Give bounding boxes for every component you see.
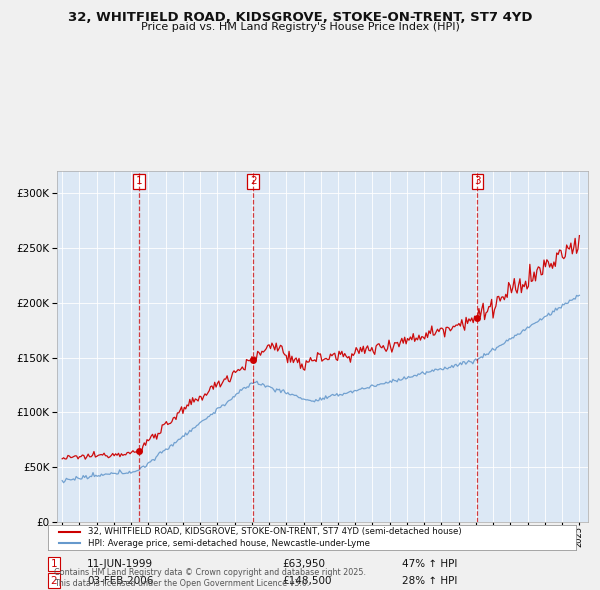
Text: 11-JUN-1999: 11-JUN-1999: [87, 559, 153, 569]
Text: 28% ↑ HPI: 28% ↑ HPI: [402, 576, 457, 585]
Text: 1: 1: [136, 176, 142, 186]
Text: 1: 1: [50, 559, 58, 569]
Text: Price paid vs. HM Land Registry's House Price Index (HPI): Price paid vs. HM Land Registry's House …: [140, 22, 460, 32]
Text: 2: 2: [50, 576, 58, 585]
Text: 32, WHITFIELD ROAD, KIDSGROVE, STOKE-ON-TRENT, ST7 4YD (semi-detached house): 32, WHITFIELD ROAD, KIDSGROVE, STOKE-ON-…: [88, 527, 461, 536]
Text: £148,500: £148,500: [282, 576, 331, 585]
Text: 03-FEB-2006: 03-FEB-2006: [87, 576, 154, 585]
Text: Contains HM Land Registry data © Crown copyright and database right 2025.
This d: Contains HM Land Registry data © Crown c…: [54, 568, 366, 588]
Text: 3: 3: [474, 176, 481, 186]
Text: 2: 2: [250, 176, 257, 186]
Text: £63,950: £63,950: [282, 559, 325, 569]
Text: HPI: Average price, semi-detached house, Newcastle-under-Lyme: HPI: Average price, semi-detached house,…: [88, 539, 370, 548]
Text: 32, WHITFIELD ROAD, KIDSGROVE, STOKE-ON-TRENT, ST7 4YD: 32, WHITFIELD ROAD, KIDSGROVE, STOKE-ON-…: [68, 11, 532, 24]
Text: 47% ↑ HPI: 47% ↑ HPI: [402, 559, 457, 569]
